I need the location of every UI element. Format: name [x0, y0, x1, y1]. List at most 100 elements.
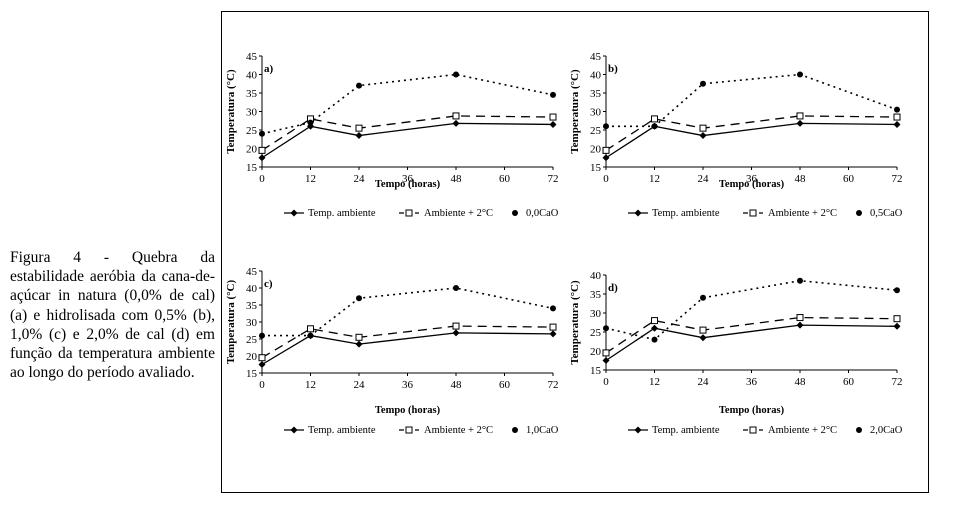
y-tick-label: 35	[590, 289, 602, 301]
y-tick-label: 30	[246, 107, 258, 119]
legend-marker	[749, 209, 757, 217]
x-tick-label: 48	[451, 173, 463, 185]
data-point	[893, 315, 901, 323]
data-point	[355, 132, 363, 140]
legend-label: Temp. ambiente	[308, 208, 376, 219]
x-tick-label: 60	[499, 173, 511, 185]
data-point	[550, 91, 556, 98]
data-point	[700, 80, 706, 87]
data-point	[356, 82, 362, 89]
data-point	[893, 113, 901, 121]
y-tick-label: 20	[590, 346, 602, 358]
data-point	[603, 325, 609, 332]
series-line-1	[261, 122, 554, 159]
y-tick-label: 35	[246, 300, 258, 312]
data-point	[355, 124, 363, 132]
series-line-1	[261, 332, 554, 366]
x-tick-label: 72	[548, 173, 559, 185]
x-tick-label: 0	[259, 173, 265, 185]
legend-marker	[512, 427, 518, 433]
x-tick-label: 24	[698, 173, 710, 185]
data-point	[355, 333, 363, 341]
data-point	[602, 349, 610, 357]
data-point	[307, 332, 314, 339]
x-tick-label: 72	[548, 379, 559, 391]
legend-marker	[405, 426, 413, 434]
x-axis-title: Tempo (horas)	[375, 405, 441, 416]
data-point	[453, 71, 459, 78]
x-tick-label: 48	[795, 173, 807, 185]
x-tick-label: 60	[843, 376, 855, 388]
y-tick-label: 45	[246, 266, 258, 278]
y-tick-label: 20	[590, 144, 602, 156]
y-tick-label: 20	[246, 144, 258, 156]
data-point	[549, 120, 557, 128]
legend-label: 0,5CaO	[870, 208, 903, 219]
data-point	[651, 115, 658, 123]
y-tick-label: 45	[246, 51, 258, 63]
legend-marker	[634, 426, 642, 434]
legend-label: Ambiente + 2°C	[424, 208, 493, 219]
x-tick-label: 24	[354, 379, 366, 391]
y-tick-label: 15	[246, 368, 258, 380]
y-tick-label: 40	[590, 270, 602, 282]
series-line-2	[605, 316, 898, 354]
data-point	[356, 295, 362, 302]
data-point	[452, 119, 460, 127]
data-point	[699, 326, 707, 334]
figure-frame	[221, 11, 929, 493]
data-point	[258, 154, 266, 162]
panel-label: a)	[264, 63, 274, 75]
data-point	[699, 124, 707, 132]
data-point	[651, 336, 658, 343]
legend-label: Ambiente + 2°C	[768, 208, 837, 219]
y-tick-label: 30	[246, 317, 258, 329]
series-line-3	[261, 73, 554, 135]
data-point	[699, 132, 707, 140]
y-axis-title: Temperatura (°C)	[569, 280, 581, 365]
data-point	[452, 329, 460, 337]
series-line-1	[605, 122, 898, 159]
x-tick-label: 36	[746, 173, 758, 185]
x-tick-label: 12	[305, 173, 316, 185]
data-point	[894, 106, 900, 113]
legend-marker	[634, 209, 642, 217]
data-point	[259, 130, 265, 137]
data-point	[307, 119, 314, 126]
legend-label: 2,0CaO	[870, 425, 903, 436]
series-line-2	[605, 115, 898, 151]
data-point	[893, 120, 901, 128]
data-point	[453, 285, 459, 291]
x-tick-label: 60	[843, 173, 855, 185]
data-point	[549, 323, 557, 331]
legend-label: Temp. ambiente	[308, 425, 376, 436]
legend: Temp. ambiente Ambiente + 2°C 1,0CaO	[284, 425, 559, 436]
y-tick-label: 25	[590, 125, 602, 137]
legend-label: Temp. ambiente	[652, 208, 720, 219]
data-point	[549, 330, 557, 338]
data-point	[258, 354, 266, 362]
data-point	[603, 123, 609, 130]
data-point	[797, 277, 803, 284]
x-tick-label: 12	[649, 173, 660, 185]
y-tick-label: 35	[246, 88, 258, 100]
data-point	[700, 294, 706, 301]
data-point	[602, 357, 610, 364]
data-point	[651, 324, 658, 332]
data-point	[651, 317, 658, 325]
data-point	[797, 71, 803, 78]
x-tick-label: 48	[795, 376, 807, 388]
y-tick-label: 30	[590, 308, 602, 320]
y-tick-label: 45	[590, 51, 602, 63]
legend-label: 1,0CaO	[526, 425, 559, 436]
y-tick-label: 30	[590, 107, 602, 119]
x-tick-label: 72	[892, 376, 903, 388]
y-tick-label: 35	[590, 88, 602, 100]
figure-caption: Figura 4 - Quebra da estabilidade aeróbi…	[10, 249, 215, 382]
y-tick-label: 15	[246, 162, 258, 174]
data-point	[258, 361, 266, 368]
data-point	[452, 112, 460, 120]
legend-marker	[290, 209, 298, 217]
y-tick-label: 40	[246, 283, 258, 295]
data-point	[699, 334, 707, 342]
